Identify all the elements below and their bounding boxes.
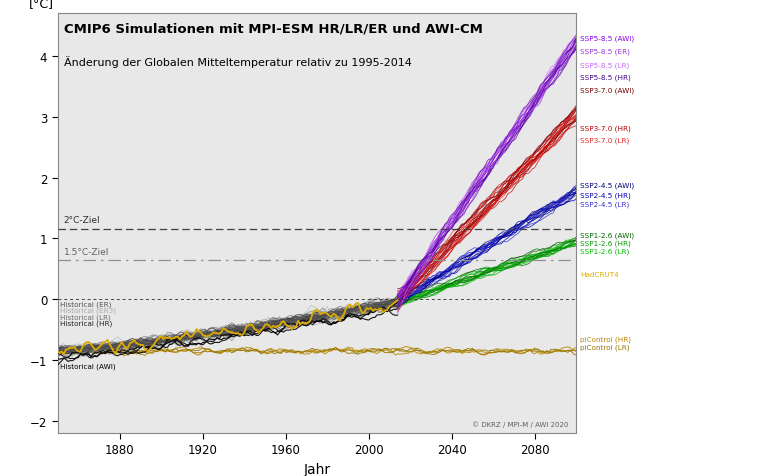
Text: Historical (HR): Historical (HR) <box>60 319 112 326</box>
Text: SSP3-7.0 (LR): SSP3-7.0 (LR) <box>580 137 630 144</box>
Text: SSP5-8.5 (LR): SSP5-8.5 (LR) <box>580 62 630 69</box>
Text: [°C]: [°C] <box>29 0 54 10</box>
Text: SSP5-8.5 (AWI): SSP5-8.5 (AWI) <box>580 35 634 42</box>
Text: SSP5-8.5 (ER): SSP5-8.5 (ER) <box>580 49 630 55</box>
Text: © DKRZ / MPI-M / AWI 2020: © DKRZ / MPI-M / AWI 2020 <box>472 420 568 427</box>
Text: SSP3-7.0 (AWI): SSP3-7.0 (AWI) <box>580 88 634 94</box>
Text: CMIP6 Simulationen mit MPI-ESM HR/LR/ER und AWI-CM: CMIP6 Simulationen mit MPI-ESM HR/LR/ER … <box>64 23 483 36</box>
Text: SSP1-2.6 (HR): SSP1-2.6 (HR) <box>580 240 631 247</box>
Text: Historical (ER3): Historical (ER3) <box>60 307 116 314</box>
Text: Historical (AWI): Historical (AWI) <box>60 363 115 370</box>
Text: SSP1-2.6 (LR): SSP1-2.6 (LR) <box>580 248 630 254</box>
Text: 1.5°C-Ziel: 1.5°C-Ziel <box>64 248 109 257</box>
Text: Historical (ER): Historical (ER) <box>60 301 111 307</box>
Text: 2°C-Ziel: 2°C-Ziel <box>64 216 101 225</box>
Text: SSP1-2.6 (AWI): SSP1-2.6 (AWI) <box>580 232 634 238</box>
Text: Änderung der Globalen Mitteltemperatur relativ zu 1995-2014: Änderung der Globalen Mitteltemperatur r… <box>64 56 412 68</box>
Text: piControl (LR): piControl (LR) <box>580 344 630 350</box>
Text: piControl (HR): piControl (HR) <box>580 336 631 342</box>
Text: SSP3-7.0 (HR): SSP3-7.0 (HR) <box>580 125 631 132</box>
Text: SSP2-4.5 (HR): SSP2-4.5 (HR) <box>580 192 631 198</box>
Text: SSP5-8.5 (HR): SSP5-8.5 (HR) <box>580 75 631 81</box>
X-axis label: Jahr: Jahr <box>303 462 330 476</box>
Text: SSP2-4.5 (AWI): SSP2-4.5 (AWI) <box>580 182 634 188</box>
Text: SSP2-4.5 (LR): SSP2-4.5 (LR) <box>580 201 630 208</box>
Text: Historical (LR): Historical (LR) <box>60 313 111 320</box>
Text: HadCRUT4: HadCRUT4 <box>580 271 619 277</box>
